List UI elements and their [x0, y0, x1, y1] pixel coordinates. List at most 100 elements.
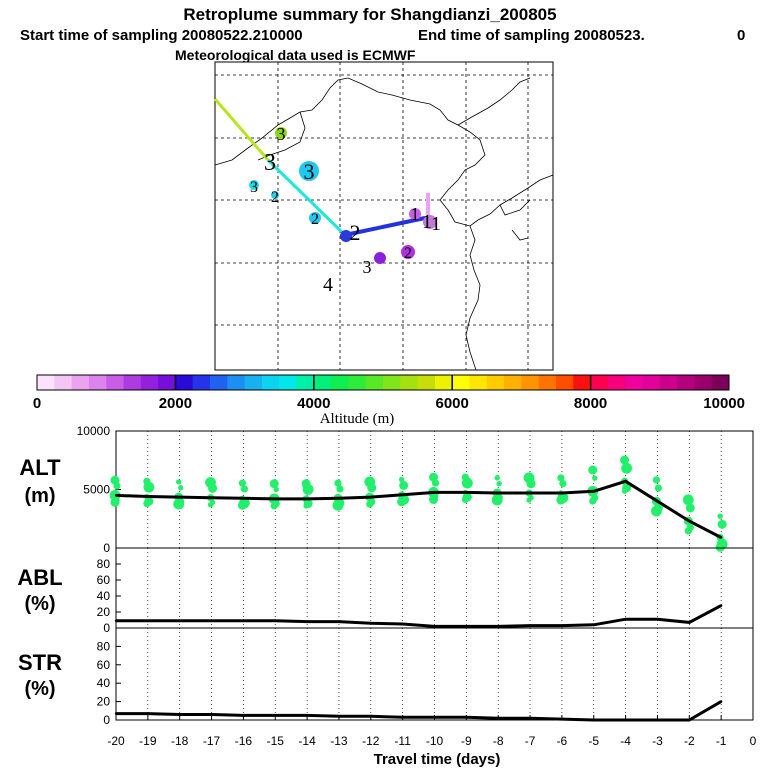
alt-particle-point: [653, 503, 663, 513]
data-point: [210, 713, 213, 716]
data-point: [146, 619, 150, 622]
data-point: [465, 625, 468, 628]
alt-particle-point: [398, 494, 410, 505]
data-point: [242, 497, 245, 500]
alt-particle-point: [272, 499, 280, 508]
alt-particle-point: [335, 498, 345, 508]
alt-particle-point: [494, 475, 500, 481]
y-tick-label: 0: [103, 541, 110, 555]
alt-particle-point: [461, 473, 469, 481]
map-particle: [271, 191, 279, 199]
colorbar-frame: [36, 374, 730, 391]
colorbar-cell: [642, 375, 661, 390]
alt-particle-point: [336, 485, 344, 493]
colorbar-cell: [296, 375, 315, 390]
subtitle-end: End time of sampling 20080523.: [418, 27, 645, 44]
x-tick-label: -9: [461, 734, 472, 748]
alt-particle-point: [686, 524, 694, 532]
colorbar-cell: [400, 375, 418, 390]
x-tick-label: -7: [525, 734, 536, 748]
alt-particle-point: [143, 477, 151, 485]
data-point: [337, 620, 341, 623]
alt-particle-point: [495, 494, 503, 502]
colorbar-cell: [625, 375, 643, 390]
x-tick-label: -1: [716, 734, 727, 748]
colorbar-cell: [538, 375, 557, 390]
colorbar-tick-label: 2000: [159, 395, 192, 412]
data-point: [560, 624, 564, 627]
x-tick-label: -11: [394, 734, 411, 748]
alt-particle-point: [368, 498, 376, 506]
data-point: [337, 497, 341, 500]
alt-particle-point: [301, 479, 311, 489]
map-day-label: 2: [271, 189, 279, 206]
map-day-label: 1: [422, 211, 432, 233]
alt-particle-point: [717, 513, 723, 519]
map-day-label: 2: [350, 220, 361, 245]
alt-particle-point: [654, 484, 663, 492]
y-tick-label: 20: [97, 605, 111, 619]
alt-particle-point: [588, 465, 598, 475]
colorbar-cell: [694, 375, 713, 390]
data-point: [146, 712, 150, 715]
colorbar-cell: [711, 375, 730, 390]
data-point: [146, 495, 150, 498]
alt-particle-point: [178, 485, 184, 491]
alt-particle-point: [557, 474, 565, 482]
alt-particle-point: [177, 498, 185, 506]
map-day-label: 3: [264, 150, 276, 176]
data-point: [592, 623, 595, 626]
panel-label-unit: (m): [24, 485, 55, 507]
map-day-label: 3: [304, 159, 315, 184]
subtitle-start: Start time of sampling 20080522.210000: [20, 27, 303, 44]
panel-str: 80 60 40 20 0 STR (%): [18, 627, 754, 727]
x-tick-label: -5: [588, 734, 599, 748]
colorbar-cell: [469, 375, 488, 390]
data-point: [528, 624, 532, 627]
colorbar-cell: [521, 375, 540, 390]
data-point: [719, 536, 723, 539]
panel-label-name: ALT: [19, 455, 61, 480]
series-line-str: [116, 700, 722, 722]
figure-title: Retroplume summary for Shangdianzi_20080…: [183, 5, 556, 24]
data-point: [242, 619, 245, 622]
colorbar-cell: [71, 375, 90, 390]
data-point: [369, 622, 372, 625]
map-day-label: 2: [404, 245, 412, 262]
y-tick-label: 80: [97, 639, 111, 653]
panel-abl: 80 60 40 20 0 ABL (%): [17, 547, 754, 635]
alt-particle-point: [114, 497, 120, 503]
colorbar-cell: [227, 375, 245, 390]
x-tick-label: -18: [171, 734, 189, 748]
data-point: [401, 622, 404, 626]
map-day-label: 4: [323, 274, 333, 296]
alt-particle-point: [559, 480, 567, 488]
alt-particle-point: [399, 480, 409, 490]
x-tick-label: -20: [107, 734, 125, 748]
map-particle: [299, 161, 319, 181]
alt-particle-point: [176, 479, 182, 485]
y-tick-label: 80: [97, 557, 111, 571]
colorbar-cell: [677, 375, 695, 390]
x-tick-label: -16: [235, 734, 253, 748]
data-point: [274, 619, 277, 622]
alt-particle-point: [685, 503, 695, 513]
panel-alt: 10000 5000 0 ALT (m): [19, 424, 754, 555]
panel-label-name: ABL: [17, 565, 62, 590]
colorbar-cell: [383, 375, 401, 390]
map-day-label: 3: [277, 124, 286, 144]
alt-particle-point: [682, 494, 694, 506]
alt-particle-point: [364, 476, 376, 488]
x-tick-label: -8: [493, 734, 504, 748]
data-point: [528, 491, 532, 495]
colorbar-cell: [573, 375, 591, 390]
alt-particle-point: [238, 479, 246, 487]
series-line-alt: [115, 479, 722, 539]
data-point: [688, 621, 691, 624]
colorbar-cell: [244, 375, 263, 390]
map-particle: [340, 230, 352, 242]
x-tick-label: -10: [426, 734, 444, 748]
data-point: [210, 619, 213, 622]
map-panel: 3 3 3 3 2 2 2 1 1 1 2 3 4: [213, 61, 554, 371]
